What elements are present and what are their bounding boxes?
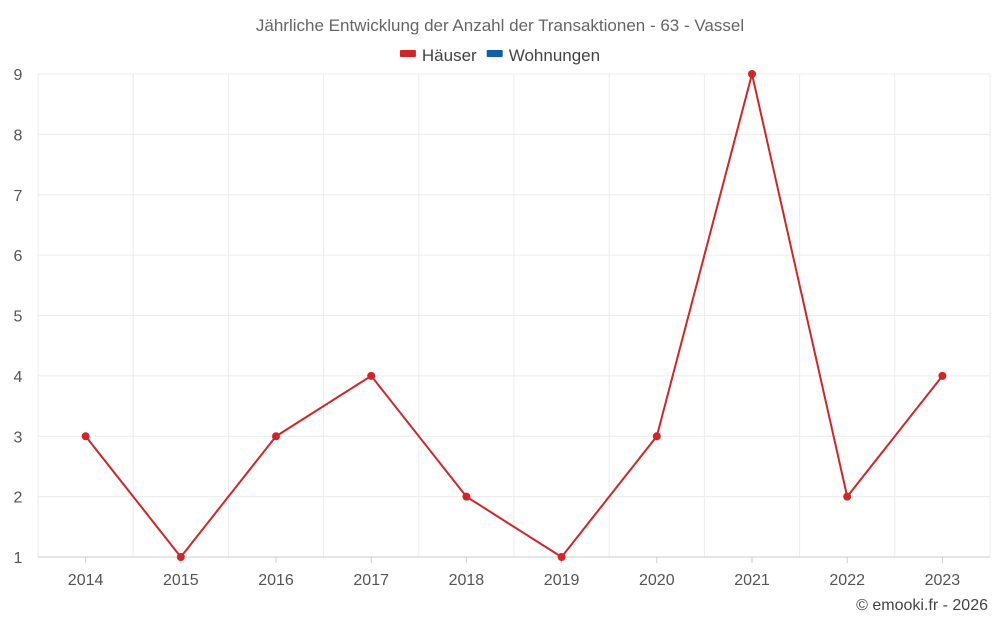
x-tick-label: 2019 — [544, 572, 580, 589]
x-tick-label: 2018 — [449, 572, 485, 589]
x-tick-label: 2023 — [925, 572, 961, 589]
x-tick-label: 2020 — [639, 572, 675, 589]
series-group — [81, 70, 947, 561]
legend-label: Häuser — [422, 46, 477, 65]
data-point — [272, 432, 280, 441]
y-tick-label: 9 — [14, 67, 23, 84]
y-tick-label: 8 — [14, 127, 23, 144]
y-tick-label: 5 — [14, 309, 23, 326]
data-point — [176, 553, 185, 561]
credit-text: © emooki.fr - 2026 — [856, 597, 988, 614]
y-tick-label: 4 — [14, 369, 23, 386]
x-tick-label: 2017 — [353, 572, 389, 589]
data-point — [843, 492, 852, 501]
y-tick-label: 6 — [14, 248, 23, 265]
chart-title: Jährliche Entwicklung der Anzahl der Tra… — [256, 16, 744, 35]
x-axis: 2014 2015 2016 2017 2018 2019 2020 2021 2022 2023 — [68, 557, 960, 589]
x-tick-label: 2014 — [68, 572, 104, 589]
legend-swatch — [486, 50, 503, 57]
data-point — [462, 492, 471, 501]
series-line — [84, 73, 944, 558]
grid — [37, 73, 991, 558]
legend: Häuser Wohnungen — [399, 46, 600, 65]
x-tick-label: 2021 — [734, 572, 770, 589]
data-point — [652, 432, 661, 441]
x-tick-label: 2022 — [829, 572, 865, 589]
y-tick-label: 3 — [14, 429, 23, 446]
data-point — [557, 553, 566, 561]
data-point — [938, 371, 947, 380]
y-tick-label: 7 — [14, 188, 23, 205]
legend-label: Wohnungen — [509, 46, 600, 65]
legend-swatch — [399, 50, 416, 57]
data-point — [81, 432, 90, 441]
data-point — [367, 371, 376, 380]
x-tick-label: 2016 — [258, 572, 294, 589]
y-tick-label: 2 — [14, 490, 23, 507]
x-tick-label: 2015 — [163, 572, 199, 589]
data-point — [748, 70, 756, 78]
y-tick-label: 1 — [14, 550, 23, 567]
y-axis: 1 2 3 4 5 6 7 8 9 — [14, 67, 23, 567]
